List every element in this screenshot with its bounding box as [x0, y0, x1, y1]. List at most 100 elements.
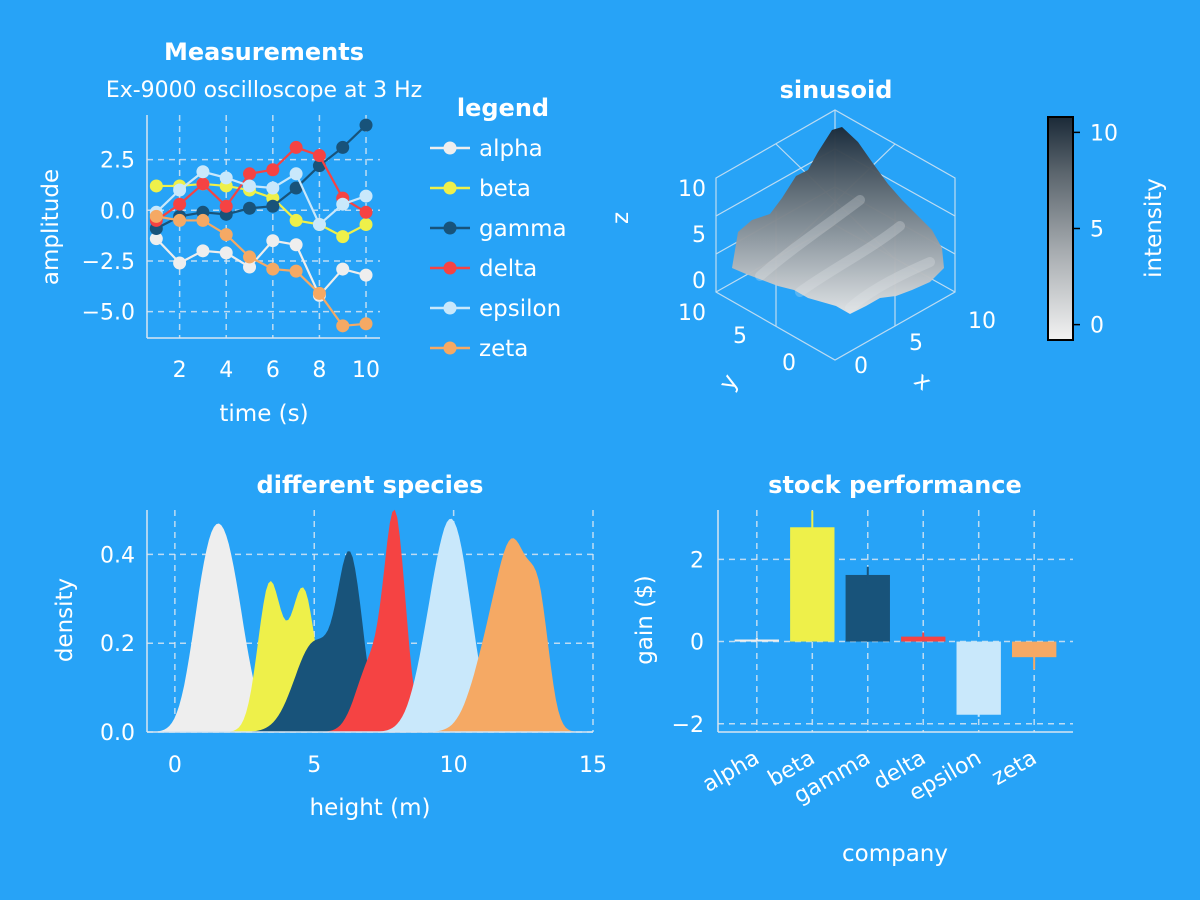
- x-tick-label: 10: [968, 309, 996, 334]
- series-line-zeta: [156, 215, 367, 327]
- data-point-gamma: [289, 181, 303, 195]
- stock-bars: [734, 510, 1057, 717]
- stock-y-label: gain ($): [632, 575, 658, 665]
- data-point-epsilon: [312, 217, 326, 231]
- colorbar-label: intensity: [1141, 178, 1167, 278]
- stock-grid: [718, 510, 1073, 732]
- data-point-delta: [359, 205, 373, 219]
- data-point-zeta: [196, 213, 210, 227]
- series-line-alpha: [155, 237, 367, 298]
- data-point-delta: [196, 177, 210, 191]
- measurements-y-ticks: −5.0 −2.5 0.0 2.5: [82, 149, 135, 326]
- z-tick-label: 0: [692, 269, 706, 294]
- legend-marker-alpha: [443, 141, 457, 155]
- sinusoid-surface-shading: [755, 195, 935, 313]
- bar-beta: [790, 527, 835, 642]
- series-line-gamma: [155, 124, 367, 230]
- data-point-delta: [312, 149, 326, 163]
- y-tick-label: 0: [782, 351, 796, 376]
- y-tick-label: 0.0: [100, 721, 135, 746]
- colorbar-gradient: [1047, 116, 1074, 341]
- data-point-delta: [173, 197, 187, 211]
- data-point-delta: [243, 167, 257, 181]
- x-tick-label: 15: [579, 753, 607, 778]
- x-tick-label: 10: [440, 753, 468, 778]
- stock-y-ticks: −2 0 2: [672, 548, 704, 737]
- legend-marker-epsilon: [443, 301, 457, 315]
- legend-items: alpha beta gamma delta epsilon zeta: [430, 136, 567, 362]
- z-tick-label: 10: [678, 177, 706, 202]
- legend-marker-beta: [443, 181, 457, 195]
- legend-label-epsilon: epsilon: [479, 296, 561, 322]
- y-tick-label: 5: [733, 324, 747, 349]
- species-panel: different species 0 5 10 15 0.0 0.2 0.4 heigh…: [52, 471, 607, 821]
- y-tick-label: 0: [690, 631, 704, 656]
- data-point-zeta: [243, 250, 257, 264]
- measurements-panel: Measurements Ex-9000 oscilloscope at 3 H…: [38, 38, 567, 427]
- x-tick-label: 2: [173, 358, 187, 383]
- colorbar-tick-label: 10: [1090, 121, 1118, 146]
- colorbar: 0 5 10 intensity: [1047, 116, 1167, 341]
- series-line-delta: [155, 146, 367, 222]
- measurements-subtitle: Ex-9000 oscilloscope at 3 Hz: [106, 78, 422, 103]
- measurements-series: [149, 118, 373, 333]
- density-area-6: [147, 538, 593, 732]
- data-point-beta: [359, 217, 373, 231]
- x-tick-label: alpha: [699, 746, 764, 798]
- z-tick-label: 5: [692, 223, 706, 248]
- legend-label-delta: delta: [479, 256, 537, 282]
- data-point-epsilon: [196, 165, 210, 179]
- measurements-x-label: time (s): [219, 401, 308, 427]
- density-area-1: [147, 523, 593, 732]
- legend-marker-gamma: [443, 221, 457, 235]
- y-tick-label: 0.4: [100, 543, 135, 568]
- sinusoid-title: sinusoid: [780, 76, 893, 104]
- data-point-beta: [149, 179, 163, 193]
- sinusoid-surface: [732, 127, 944, 314]
- sinusoid-y-label: y: [714, 370, 743, 395]
- data-point-zeta: [336, 319, 350, 333]
- y-tick-label: 0.2: [100, 632, 135, 657]
- data-point-delta: [289, 140, 303, 154]
- series-line-epsilon: [155, 170, 367, 227]
- species-title: different species: [257, 471, 484, 499]
- data-point-alpha: [219, 246, 233, 260]
- data-point-alpha: [173, 256, 187, 270]
- data-point-alpha: [266, 234, 280, 248]
- x-tick-label: 0: [854, 354, 868, 379]
- y-tick-label: 10: [678, 301, 706, 326]
- y-tick-label: −2: [672, 713, 704, 738]
- x-tick-label: 6: [266, 358, 280, 383]
- data-point-delta: [266, 163, 280, 177]
- legend: legend alpha beta gamma delta epsilon zeta: [430, 94, 567, 362]
- stock-x-label: company: [842, 841, 948, 867]
- x-tick-label: 10: [352, 358, 380, 383]
- species-x-ticks: 0 5 10 15: [168, 753, 607, 778]
- data-point-alpha: [289, 238, 303, 252]
- x-tick-label: 0: [168, 753, 182, 778]
- legend-label-gamma: gamma: [479, 216, 567, 242]
- data-point-zeta: [289, 264, 303, 278]
- data-point-epsilon: [219, 171, 233, 185]
- colorbar-tick-label: 5: [1090, 218, 1104, 243]
- data-point-zeta: [312, 286, 326, 300]
- y-tick-label: 2: [690, 548, 704, 573]
- data-point-zeta: [173, 213, 187, 227]
- legend-label-alpha: alpha: [479, 136, 543, 162]
- data-point-gamma: [336, 140, 350, 154]
- legend-title: legend: [457, 94, 549, 122]
- series-line-beta: [156, 182, 367, 238]
- data-point-gamma: [359, 118, 373, 132]
- species-areas: [147, 509, 593, 732]
- measurements-title: Measurements: [164, 38, 364, 66]
- data-point-gamma: [243, 201, 257, 215]
- data-point-epsilon: [243, 179, 257, 193]
- y-tick-label: 2.5: [100, 149, 135, 174]
- stock-title: stock performance: [768, 471, 1022, 499]
- data-point-zeta: [266, 262, 280, 276]
- colorbar-ticks: 0 5 10: [1073, 121, 1118, 339]
- data-point-delta: [219, 199, 233, 213]
- sinusoid-ticks: 0 5 10 0 5 10 0 5 10: [678, 177, 996, 379]
